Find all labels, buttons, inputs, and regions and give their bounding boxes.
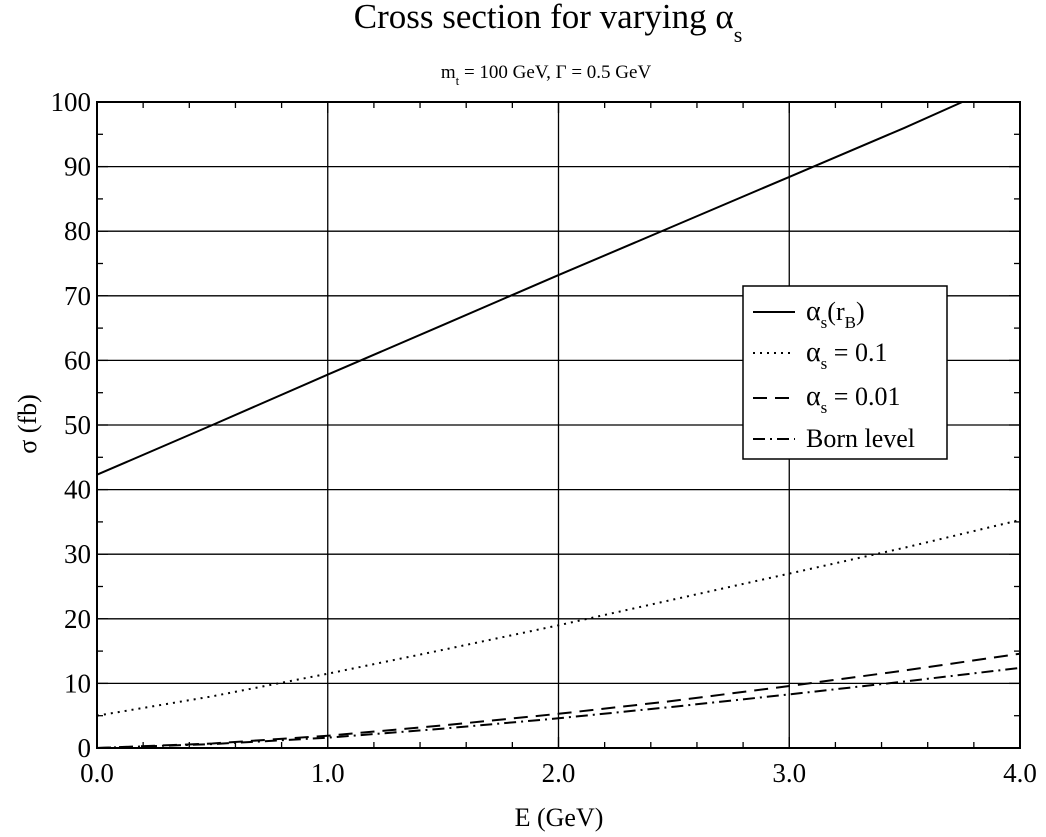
legend: αs(rB) αs = 0.1 αs = 0.01 Born level: [742, 285, 948, 460]
subtitle-t-subscript: t: [456, 73, 460, 88]
y-tick-label: 90: [64, 152, 91, 182]
x-tick-label: 1.0: [311, 758, 345, 788]
y-tick-label: 70: [64, 281, 91, 311]
y-tick-label: 0: [78, 733, 92, 763]
legend-alpha-rb-sub: s: [821, 313, 828, 332]
y-tick-label: 80: [64, 216, 91, 246]
legend-label-alpha-rb: αs(rB): [806, 296, 865, 332]
series-line-3: [96, 666, 1021, 749]
legend-alpha-001-symbol: α: [806, 381, 821, 412]
subtitle-m: m: [441, 62, 456, 83]
y-tick-label: 10: [64, 668, 91, 698]
legend-alpha-001-sub: s: [821, 398, 828, 417]
y-axis-title: σ (fb): [13, 394, 42, 454]
legend-label-alpha-01: αs = 0.1: [806, 337, 887, 373]
legend-alpha-01-value: = 0.1: [827, 338, 887, 367]
y-tick-label: 60: [64, 345, 91, 375]
legend-alpha-01-symbol: α: [806, 337, 821, 368]
y-tick-label: 30: [64, 539, 91, 569]
x-tick-label: 2.0: [542, 758, 576, 788]
chart-title: Cross section for varying αs: [354, 0, 743, 47]
subtitle-rest: = 100 GeV, Γ = 0.5 GeV: [459, 62, 651, 83]
legend-alpha-rb-paren: (r: [827, 297, 845, 326]
x-tick-label: 3.0: [772, 758, 806, 788]
legend-alpha-001-value: = 0.01: [827, 382, 900, 411]
x-tick-label: 4.0: [1003, 758, 1037, 788]
tick-labels: 0.0 1.0 2.0 3.0 4.0 0 10 20 30 40 50 60 70 80 90 100: [51, 87, 1037, 788]
series-line-1: [96, 519, 1021, 717]
legend-alpha-01-sub: s: [821, 354, 828, 373]
y-tick-label: 100: [51, 87, 92, 117]
plot-frame: [96, 101, 1021, 749]
y-tick-label: 50: [64, 410, 91, 440]
chart-title-subscript: s: [734, 22, 743, 47]
legend-box: [742, 285, 948, 460]
legend-alpha-rb-subB: B: [845, 313, 856, 332]
y-tick-label: 20: [64, 604, 91, 634]
legend-label-alpha-001: αs = 0.01: [806, 381, 900, 417]
chart-title-text: Cross section for varying α: [354, 0, 734, 36]
series-lines: [96, 101, 1021, 749]
series-line-0: [96, 101, 963, 476]
legend-alpha-rb-symbol: α: [806, 296, 821, 327]
chart-subtitle: mt = 100 GeV, Γ = 0.5 GeV: [441, 62, 652, 88]
legend-label-born: Born level: [806, 424, 915, 453]
y-tick-label: 40: [64, 475, 91, 505]
legend-alpha-rb-close: ): [856, 297, 865, 326]
x-axis-title: E (GeV): [515, 803, 604, 832]
series-line-2: [96, 652, 1021, 749]
x-tick-label: 0.0: [80, 758, 114, 788]
